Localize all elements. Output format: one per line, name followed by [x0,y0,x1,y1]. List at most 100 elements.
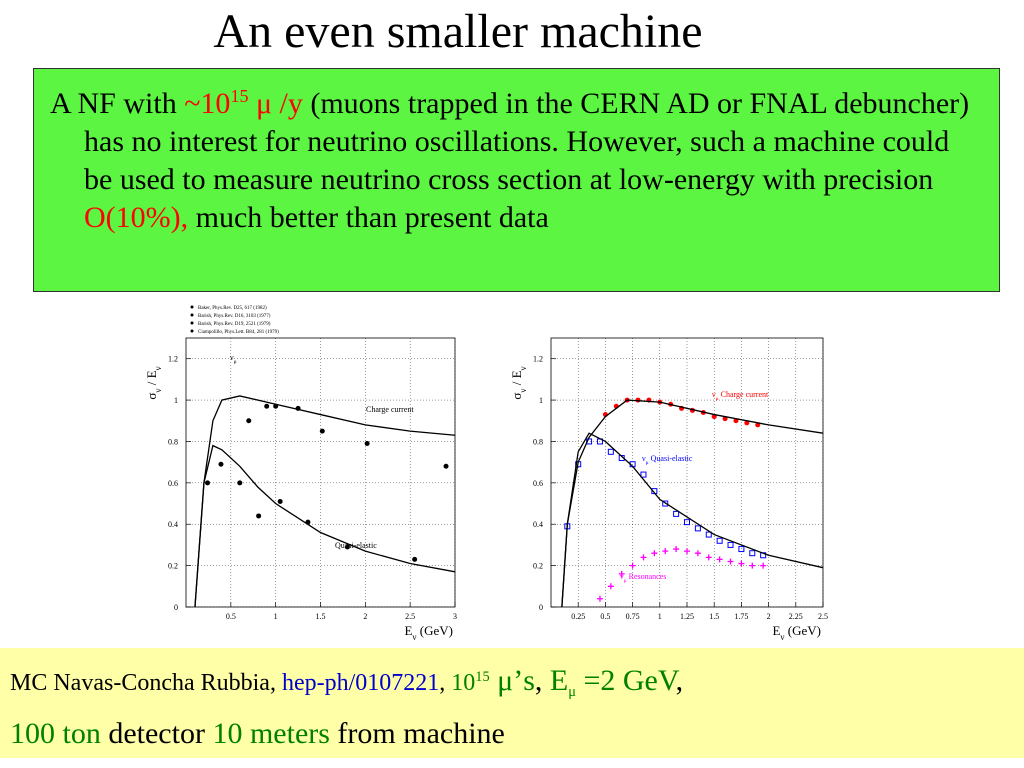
text-run: Charge current [366,405,414,414]
annotation: Quasi-elastic [335,541,377,550]
data-point [716,537,723,544]
y-axis-label: σν / Eν [144,366,163,399]
legend-marker [190,313,194,317]
text-run: ν [153,366,163,370]
legend-marker [190,321,194,325]
data-point [716,556,723,563]
legend-entry: Ciampolillo, Phys.Lett. B84, 281 (1979) [198,330,279,335]
data-point [205,480,211,486]
data-point [684,548,690,555]
text-run: ν [642,454,646,463]
data-point [705,554,712,561]
text-run: Resonances [627,572,667,581]
text-run: ν [620,572,624,581]
x-tick-label: 2 [767,612,771,621]
text-run: Quasi-elastic [649,454,693,463]
data-point [749,562,756,569]
y-tick-label: 1 [539,396,543,405]
text-run: E [772,623,780,638]
text-run: ν [712,390,716,399]
text-run: much better than present data [188,201,549,234]
text-run: μ [716,396,719,402]
text-run: , [439,670,452,696]
text-run: (muons trapped in the CERN AD or FNAL de… [84,87,970,196]
text-run: 15 [230,86,249,106]
legend-entry: Barish, Phys.Rev. D16, 3103 (1977) [198,314,271,319]
paragraph: A NF with ~1015 μ /y (muons trapped in t… [50,77,985,237]
x-tick-label: 2.5 [405,612,415,621]
x-tick-label: 0.5 [226,612,236,621]
data-point [662,500,669,507]
annotation: νμ Quasi-elastic [642,454,693,466]
y-tick-label: 0.4 [533,520,543,529]
annotation: Charge current [366,405,414,414]
text-run: (GeV) [417,623,453,638]
data-point [344,544,350,550]
y-tick-label: 0.2 [533,562,543,571]
y-tick-label: 1 [174,396,178,405]
chart: 00.20.40.60.811.20.5 1 1.5 2 2.5 3Eν (GeV)σν … [144,305,457,642]
legend-entry: Baker, Phys.Rev. D25, 617 (1982) [198,306,267,311]
text-run: ν [412,632,416,642]
data-point [237,480,243,486]
data-point [218,461,224,467]
y-tick-label: 0.8 [168,437,178,446]
data-point [651,550,658,557]
y-tick-label: 0.8 [533,437,543,446]
x-tick-label: 0.5 [600,612,610,621]
charts: 00.20.40.60.811.20.5 1 1.5 2 2.5 3Eν (GeV)σν … [144,305,828,642]
text-run: O(10%), [84,201,189,234]
data-point [277,498,283,504]
data-point [264,403,270,409]
data-point [694,525,701,532]
data-point [705,531,712,538]
data-point [749,550,756,557]
text-run: , [534,664,550,697]
text-run: E [404,623,412,638]
y-tick-label: 0.2 [168,562,178,571]
x-axis-label: Eν (GeV) [772,623,821,642]
data-point [443,463,449,469]
data-point [673,510,680,517]
text-run: μ /y [248,87,303,120]
x-tick-label: 1.5 [709,612,719,621]
data-point [607,448,614,455]
text-run: A NF with [50,87,185,120]
text-run: ~10 [184,87,231,120]
text-run: , [675,664,684,697]
text-run: 100 ton [10,716,101,750]
y-tick-label: 1.2 [533,355,543,364]
text-run: / E [509,370,524,388]
data-point [629,562,636,569]
text-run: μ [646,460,649,466]
text-run: μ [234,359,237,365]
y-axis-label: σν / Eν [509,366,528,399]
text-run: 10 meters [212,716,330,750]
text-run: from machine [329,716,505,750]
data-point [640,471,647,478]
text-run: Charge current [719,390,769,399]
legend-entry: Barish, Phys.Rev. D19, 2521 (1979) [198,322,271,327]
data-point [727,558,734,565]
annotation: νμ [230,353,237,365]
text-run: σ [144,393,159,400]
x-tick-label: 1.75 [734,612,748,621]
data-point [640,554,647,561]
text-run: hep-ph/0107221 [281,670,440,696]
curve [561,399,824,608]
text-run: ν [153,389,163,393]
y-tick-label: 0.6 [533,479,543,488]
y-tick-label: 0.6 [168,479,178,488]
x-tick-label: 1 [658,612,662,621]
data-point [319,428,325,434]
x-tick-label: 2.5 [818,612,828,621]
y-tick-label: 1.2 [168,355,178,364]
data-point [412,556,418,562]
data-point [618,570,625,577]
data-point [673,546,680,553]
text-run: ν [518,389,528,393]
slide-title: An even smaller machine [213,5,703,58]
data-point [738,546,745,553]
text-run: / E [144,370,159,388]
data-point [364,441,370,447]
